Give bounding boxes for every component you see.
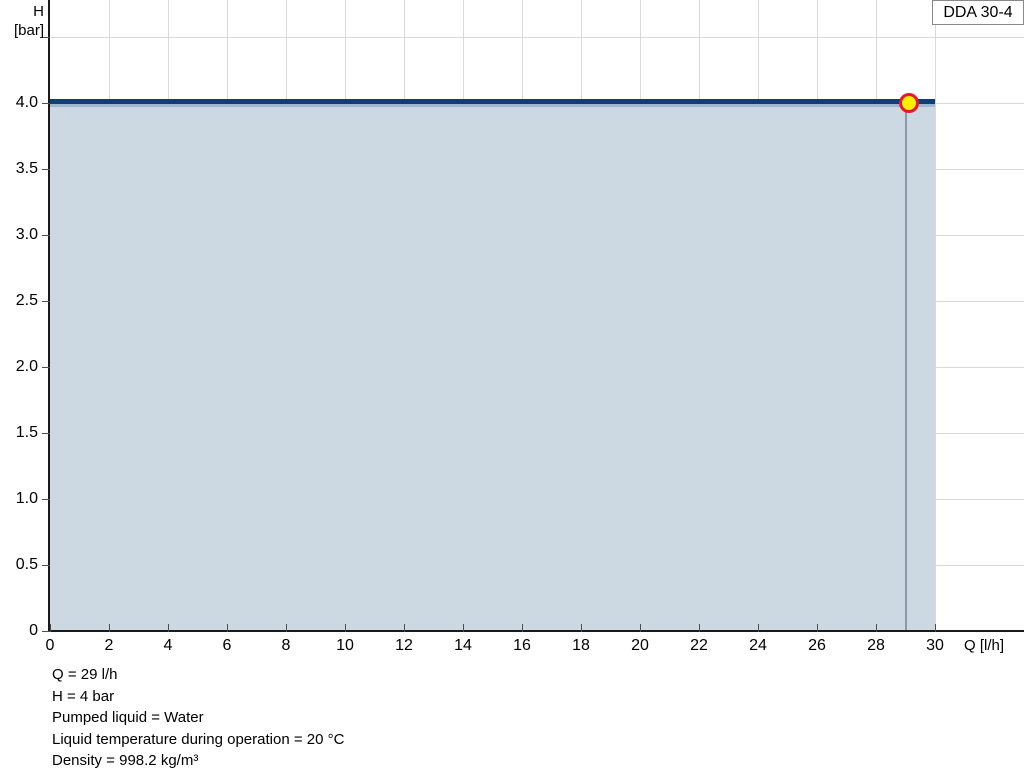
y-axis-tick-label: 0 <box>29 622 38 639</box>
y-axis-tick <box>42 565 50 566</box>
y-axis-line <box>48 0 50 632</box>
duty-point-marker[interactable] <box>898 93 919 113</box>
x-axis-tick-label: 6 <box>222 637 232 654</box>
x-axis-tick <box>699 624 700 632</box>
gridline-horizontal <box>50 37 1024 38</box>
x-axis-tick <box>227 624 228 632</box>
x-axis-tick <box>876 624 877 632</box>
caption-line-temperature: Liquid temperature during operation = 20… <box>52 730 345 748</box>
y-axis-tick-label: 1.5 <box>15 424 38 441</box>
x-axis-tick-label: 2 <box>104 637 114 654</box>
y-axis-tick <box>42 631 50 632</box>
y-axis-tick <box>42 103 50 104</box>
x-axis-tick-label: 24 <box>749 637 767 654</box>
gridline-vertical <box>935 0 936 631</box>
x-axis-tick <box>463 624 464 632</box>
y-axis-tick <box>42 433 50 434</box>
x-axis-tick-label: 26 <box>808 637 826 654</box>
y-axis-title: H [bar] <box>0 2 44 40</box>
y-axis-tick-label: 1.0 <box>15 490 38 507</box>
y-axis-tick-label: 3.5 <box>15 160 38 177</box>
x-axis-tick <box>640 624 641 632</box>
y-axis-tick <box>42 235 50 236</box>
x-axis-tick <box>935 624 936 632</box>
x-axis-tick-label: 4 <box>163 637 173 654</box>
x-axis-tick <box>581 624 582 632</box>
x-axis-tick-label: 10 <box>336 637 354 654</box>
y-axis-tick <box>42 169 50 170</box>
x-axis-tick-label: 0 <box>45 637 55 654</box>
duty-point-drop-line <box>904 103 907 631</box>
y-axis-tick-label: 3.0 <box>15 226 38 243</box>
x-axis-tick <box>758 624 759 632</box>
x-axis-tick <box>286 624 287 632</box>
pump-model-label: DDA 30-4 <box>932 0 1024 25</box>
x-axis-tick-label: 30 <box>926 637 944 654</box>
x-axis-line <box>48 630 1024 632</box>
x-axis-tick-label: 12 <box>395 637 413 654</box>
x-axis-tick <box>404 624 405 632</box>
x-axis-tick-label: 14 <box>454 637 472 654</box>
curve-fill-area <box>50 103 935 631</box>
plot-area <box>50 0 1024 631</box>
x-axis-tick <box>817 624 818 632</box>
x-axis-tick-label: 22 <box>690 637 708 654</box>
x-axis-tick-label: 20 <box>631 637 649 654</box>
curve-highlight-band <box>50 104 935 107</box>
y-axis-title-line1: H <box>33 3 44 20</box>
x-axis-tick <box>345 624 346 632</box>
x-axis-tick <box>168 624 169 632</box>
y-axis-tick <box>42 301 50 302</box>
x-axis-tick-label: 28 <box>867 637 885 654</box>
pump-model-text: DDA 30-4 <box>943 3 1013 21</box>
y-axis-tick <box>42 37 50 38</box>
y-axis-tick-label: 0.5 <box>15 556 38 573</box>
x-axis-tick-label: 18 <box>572 637 590 654</box>
y-axis-tick-label: 2.5 <box>15 292 38 309</box>
x-axis-tick <box>50 624 51 632</box>
y-axis-tick-label: 4.0 <box>15 94 38 111</box>
caption-line-head: H = 4 bar <box>52 687 115 705</box>
x-axis-tick <box>109 624 110 632</box>
operating-conditions-caption: Q = 29 l/h H = 4 bar Pumped liquid = Wat… <box>52 664 344 772</box>
x-axis-tick <box>522 624 523 632</box>
y-axis-title-line2: [bar] <box>13 22 44 39</box>
x-axis-title: Q [l/h] <box>964 637 1005 654</box>
caption-line-density: Density = 998.2 kg/m³ <box>52 752 199 769</box>
y-axis-tick <box>42 367 50 368</box>
y-axis-tick <box>42 499 50 500</box>
y-axis-tick-label: 2.0 <box>15 358 38 375</box>
caption-line-flow: Q = 29 l/h <box>52 666 118 683</box>
caption-line-liquid: Pumped liquid = Water <box>52 709 204 726</box>
x-axis-tick-label: 8 <box>281 637 291 654</box>
pump-head-curve <box>50 99 935 104</box>
x-axis-tick-label: 16 <box>513 637 531 654</box>
